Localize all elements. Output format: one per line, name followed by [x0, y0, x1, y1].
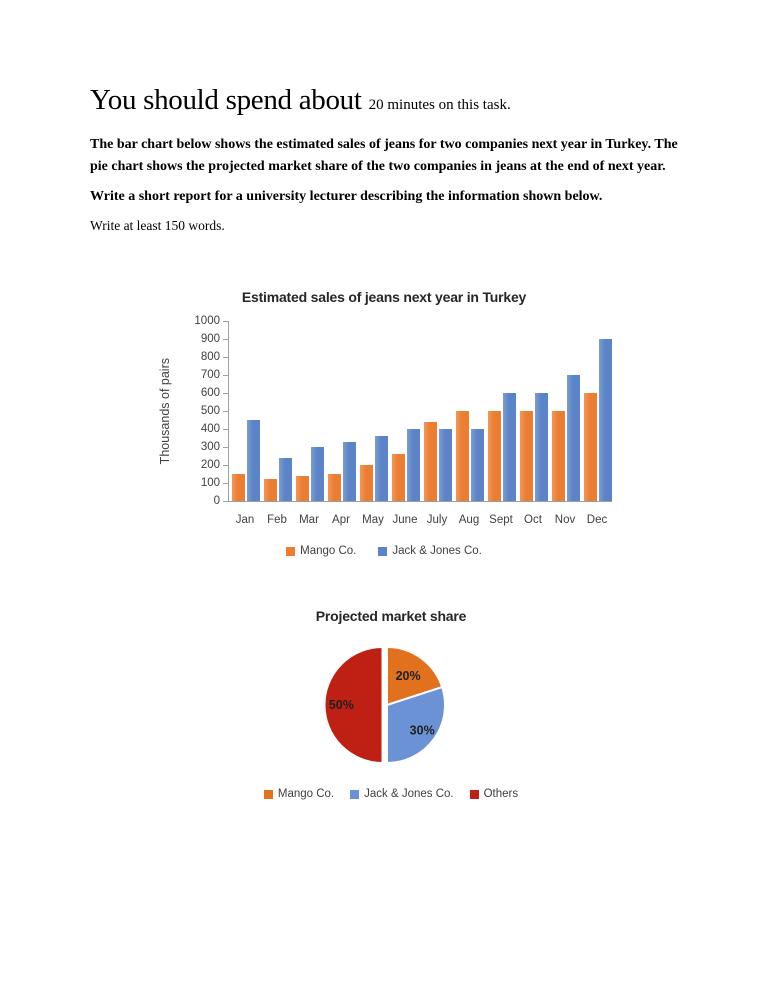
- bar-chart-y-axis: 0 100 200 300 400 500 600 700 800 900 1000: [156, 315, 220, 507]
- y-tick-label-100: 100: [200, 476, 220, 489]
- bar-chart-title: Estimated sales of jeans next year in Tu…: [241, 289, 527, 305]
- x-tick-label-nov: Nov: [554, 514, 576, 526]
- pie-slice-label-jack-jones-co: 30%: [410, 724, 435, 738]
- legend-swatch-mango-co: [286, 546, 296, 556]
- task-heading: You should spend about 20 minutes on this…: [90, 84, 511, 117]
- bar-jack-jones-co-apr: [342, 441, 356, 501]
- pie-chart: Projected market share 20% 30% 50% Mango C…: [156, 600, 626, 810]
- y-tick-label-200: 200: [200, 458, 220, 471]
- y-tick-label-1000: 1000: [194, 315, 220, 327]
- x-tick-label-mar: Mar: [299, 514, 319, 526]
- bar-mango-co-july: [424, 422, 437, 501]
- bar-mango-co-dec: [584, 393, 597, 501]
- bar-mango-co-may: [360, 465, 373, 501]
- bar-mango-co-feb: [264, 479, 277, 501]
- bar-jack-jones-co-aug: [470, 429, 484, 501]
- y-tick-mark: [223, 500, 228, 502]
- y-tick-label-600: 600: [200, 386, 220, 399]
- bar-jack-jones-co-may: [374, 436, 388, 501]
- pie-chart-legend: Mango Co. Jack & Jones Co. Others: [156, 788, 626, 800]
- legend-label-mango-co: Mango Co.: [277, 788, 335, 800]
- y-tick-label-700: 700: [200, 368, 220, 381]
- bar-mango-co-nov: [552, 411, 565, 501]
- bar-jack-jones-co-oct: [534, 393, 548, 501]
- word-count-note: Write at least 150 words.: [90, 218, 225, 233]
- y-tick-mark: [223, 392, 228, 394]
- pie-chart-title: Projected market share: [315, 608, 467, 624]
- x-tick-label-oct: Oct: [524, 514, 542, 526]
- task-heading-small: 20 minutes on this task.: [368, 97, 511, 113]
- task-heading-large: You should spend about: [90, 84, 362, 116]
- legend-item-mango-co: Mango Co.: [263, 788, 335, 800]
- y-tick-mark: [223, 338, 228, 340]
- x-tick-label-july: July: [426, 514, 448, 526]
- legend-swatch-jack-jones-co: [378, 546, 388, 556]
- y-tick-mark: [223, 482, 228, 484]
- pie-slice-jack-jones-co: [386, 686, 446, 764]
- x-tick-label-june: June: [392, 514, 418, 526]
- x-tick-label-aug: Aug: [458, 514, 480, 526]
- bar-mango-co-jan: [232, 474, 245, 501]
- y-tick-label-500: 500: [200, 404, 220, 417]
- legend-swatch-mango-co: [263, 789, 273, 799]
- pie-slice-label-mango-co: 20%: [396, 669, 421, 683]
- legend-item-mango-co: Mango Co.: [286, 545, 356, 557]
- legend-label-mango-co: Mango Co.: [300, 545, 357, 557]
- pie-slice-mango-co: [386, 646, 444, 706]
- legend-item-others: Others: [469, 788, 519, 800]
- bar-jack-jones-co-sept: [502, 393, 516, 501]
- bar-jack-jones-co-july: [438, 429, 452, 501]
- pie-graphic: 20% 30% 50%: [323, 646, 446, 764]
- bar-jack-jones-co-june: [406, 429, 420, 501]
- task-brief-text: The bar chart below shows the estimated …: [90, 137, 678, 174]
- bar-mango-co-aug: [456, 411, 469, 501]
- y-tick-label-900: 900: [200, 332, 220, 345]
- x-tick-label-apr: Apr: [332, 514, 350, 526]
- y-tick-label-800: 800: [200, 350, 220, 363]
- bar-jack-jones-co-dec: [598, 339, 612, 501]
- x-tick-label-dec: Dec: [586, 514, 608, 526]
- pie-slice-label-others: 50%: [329, 698, 354, 712]
- legend-label-others: Others: [483, 788, 519, 800]
- bar-jack-jones-co-mar: [310, 447, 324, 501]
- y-tick-mark: [223, 374, 228, 376]
- y-tick-mark: [223, 464, 228, 466]
- legend-swatch-others: [469, 789, 479, 799]
- x-tick-label-sept: Sept: [489, 514, 513, 526]
- legend-item-jack-jones-co: Jack & Jones Co.: [378, 545, 482, 557]
- bar-mango-co-sept: [488, 411, 501, 501]
- legend-label-jack-jones-co: Jack & Jones Co.: [392, 545, 482, 557]
- bar-chart-plot-area: [223, 321, 612, 502]
- y-tick-mark: [223, 321, 228, 322]
- x-tick-label-may: May: [362, 514, 384, 526]
- bar-mango-co-june: [392, 454, 405, 501]
- pie-slice-others: [323, 646, 384, 764]
- bar-mango-co-apr: [328, 474, 341, 501]
- y-tick-mark: [223, 410, 228, 412]
- task-instruction-text: Write a short report for a university le…: [90, 189, 603, 204]
- x-tick-label-feb: Feb: [267, 514, 287, 526]
- bar-jack-jones-co-jan: [246, 420, 260, 501]
- y-tick-mark: [223, 446, 228, 448]
- y-tick-mark: [223, 356, 228, 358]
- y-tick-label-400: 400: [200, 422, 220, 435]
- bar-jack-jones-co-feb: [278, 457, 292, 501]
- y-tick-label-0: 0: [213, 494, 220, 507]
- bar-mango-co-mar: [296, 475, 309, 501]
- legend-label-jack-jones-co: Jack & Jones Co.: [364, 788, 454, 800]
- bar-mango-co-oct: [520, 411, 533, 501]
- bar-chart: Estimated sales of jeans next year in Tu…: [156, 283, 612, 563]
- bar-chart-legend: Mango Co. Jack & Jones Co.: [156, 545, 612, 557]
- y-tick-mark: [223, 428, 228, 430]
- y-tick-label-300: 300: [200, 440, 220, 453]
- bar-chart-x-axis: Jan Feb Mar Apr May June July Aug Sept Oct Nov Dec: [228, 514, 612, 530]
- bar-jack-jones-co-nov: [566, 375, 580, 501]
- legend-item-jack-jones-co: Jack & Jones Co.: [350, 788, 454, 800]
- x-tick-label-jan: Jan: [235, 514, 255, 526]
- legend-swatch-jack-jones-co: [350, 789, 360, 799]
